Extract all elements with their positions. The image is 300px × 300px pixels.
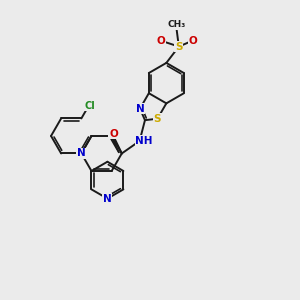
Text: N: N	[77, 148, 86, 158]
Text: O: O	[188, 36, 197, 46]
Text: O: O	[109, 129, 118, 139]
Text: N: N	[103, 194, 112, 204]
Text: NH: NH	[135, 136, 153, 146]
Text: S: S	[175, 42, 183, 52]
Text: S: S	[154, 114, 161, 124]
Text: O: O	[157, 36, 165, 46]
Text: CH₃: CH₃	[167, 20, 186, 29]
Text: Cl: Cl	[85, 100, 95, 111]
Text: N: N	[136, 103, 144, 114]
